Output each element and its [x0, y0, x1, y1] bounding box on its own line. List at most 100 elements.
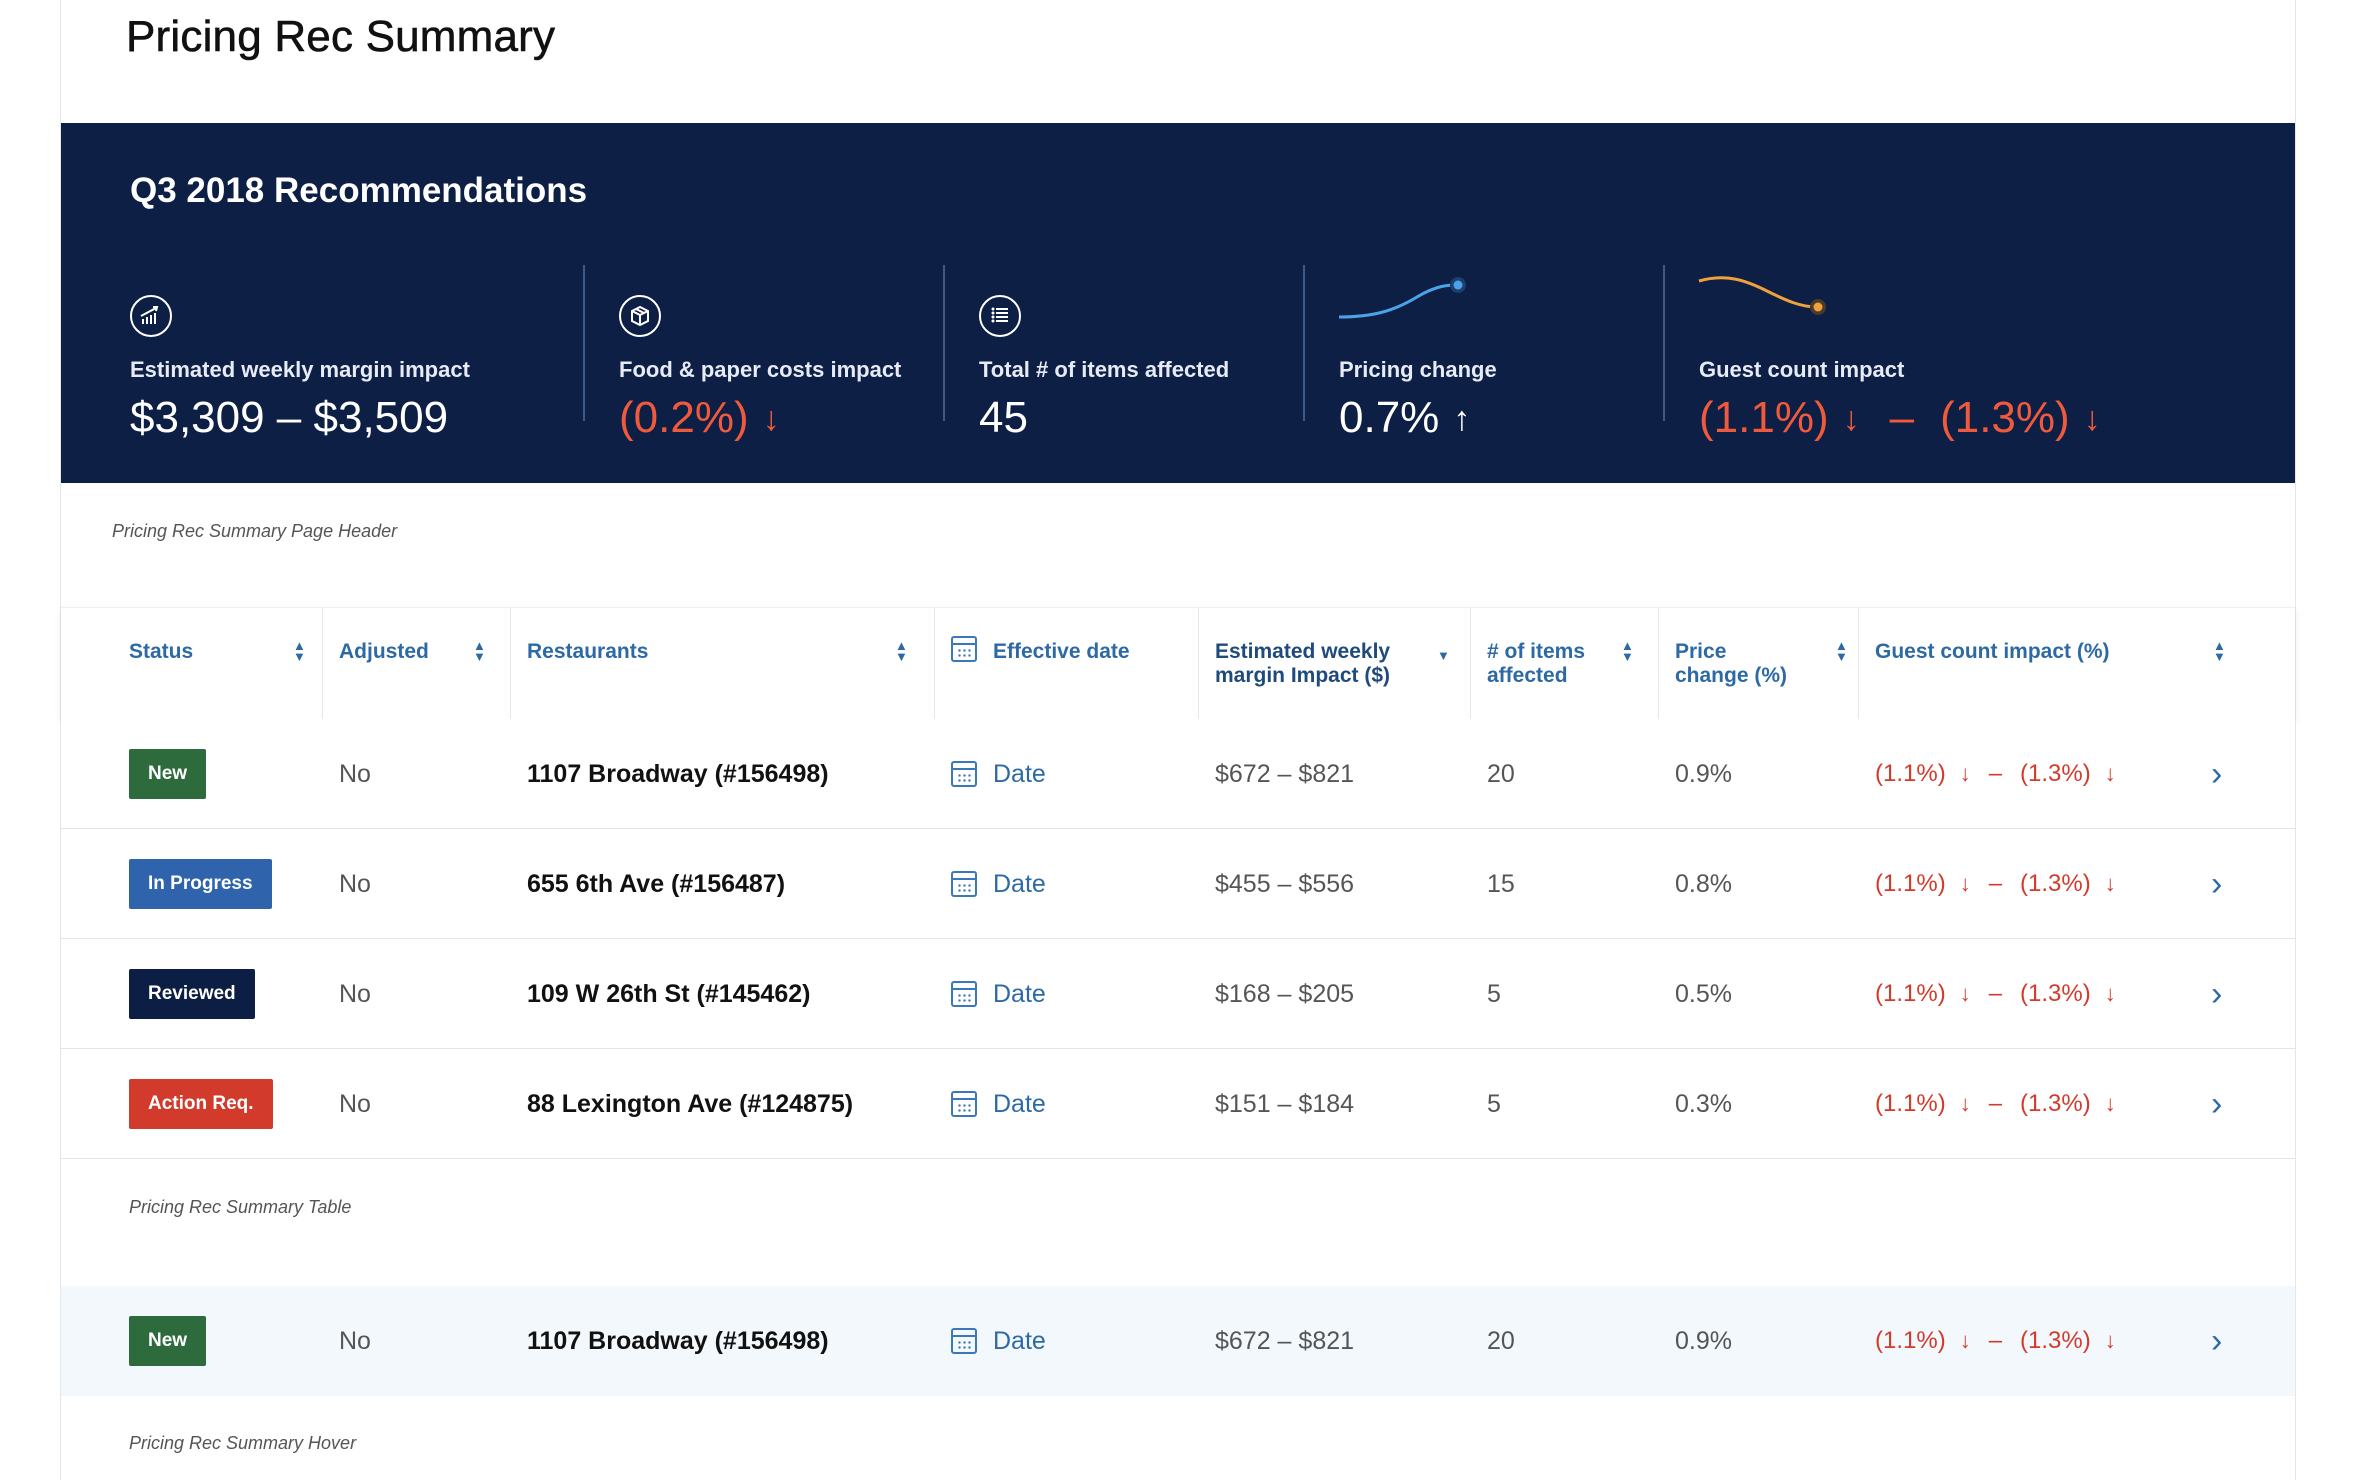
sort-icon[interactable]: ▲ ▼	[1621, 638, 1634, 664]
column-price-change[interactable]: Price change (%) ▲ ▼	[1659, 608, 1859, 720]
recommendations-header: Q3 2018 Recommendations Estimated weekly…	[61, 123, 2295, 483]
column-label-line: affected	[1487, 664, 1568, 687]
down-arrow-icon: ↓	[1842, 400, 1860, 438]
adjusted-cell: No	[339, 1089, 371, 1118]
recommendations-title: Q3 2018 Recommendations	[130, 171, 588, 210]
metric-items-affected: Total # of items affected 45	[943, 265, 1283, 442]
metric-value: (0.2%) ↓	[619, 393, 780, 443]
date-link[interactable]: Date	[993, 1326, 1046, 1355]
metric-pricing-change: Pricing change 0.7% ↑	[1303, 265, 1643, 442]
caption-header: Pricing Rec Summary Page Header	[112, 521, 398, 541]
metric-value-high: (1.3%)	[1940, 393, 2070, 442]
column-restaurants[interactable]: Restaurants ▲ ▼	[511, 608, 935, 720]
margin-impact-cell: $672 – $821	[1215, 1326, 1355, 1355]
margin-impact-cell: $168 – $205	[1215, 979, 1355, 1008]
date-link[interactable]: Date	[993, 759, 1046, 788]
column-label-line: Estimated weekly	[1215, 640, 1391, 663]
table-row[interactable]: New No 1107 Broadway (#156498) Date $672…	[61, 719, 2295, 829]
margin-impact-cell: $672 – $821	[1215, 759, 1355, 788]
gci-low: (1.1%)	[1875, 870, 1946, 897]
sort-desc-icon[interactable]: ▼	[1437, 648, 1450, 663]
column-label: Adjusted	[339, 640, 429, 663]
price-change-cell: 0.9%	[1675, 1326, 1732, 1355]
metric-value: $3,309 – $3,509	[130, 393, 449, 442]
range-dash: –	[1988, 870, 2003, 897]
page-title: Pricing Rec Summary	[126, 12, 556, 62]
metric-label: Pricing change	[1339, 357, 1497, 382]
date-link[interactable]: Date	[993, 1089, 1046, 1118]
adjusted-cell: No	[339, 869, 371, 898]
table-row-hover[interactable]: New No 1107 Broadway (#156498) Date $672…	[61, 1286, 2295, 1396]
gci-high: (1.3%)	[2020, 1090, 2091, 1117]
down-arrow-icon: ↓	[1959, 761, 1971, 786]
guest-count-impact-cell: (1.1%) ↓ – (1.3%) ↓	[1875, 829, 2134, 939]
metric-value: 0.7% ↑	[1339, 393, 1470, 443]
column-items-affected[interactable]: # of items affected ▲ ▼	[1471, 608, 1659, 720]
column-status[interactable]: Status ▲ ▼	[61, 608, 323, 720]
margin-impact-cell: $151 – $184	[1215, 1089, 1355, 1118]
column-divider	[510, 608, 511, 720]
column-divider	[1858, 608, 1859, 720]
restaurant-cell: 1107 Broadway (#156498)	[527, 759, 829, 788]
list-icon	[979, 295, 1021, 337]
date-link[interactable]: Date	[993, 869, 1046, 898]
column-guest-count-impact[interactable]: Guest count impact (%) ▲ ▼	[1859, 608, 2295, 720]
guest-count-impact-cell: (1.1%) ↓ – (1.3%) ↓	[1875, 1049, 2134, 1159]
metric-margin-impact: Estimated weekly margin impact $3,309 – …	[130, 265, 550, 442]
metric-label: Food & paper costs impact	[619, 357, 902, 382]
down-arrow-icon: ↓	[1959, 1091, 1971, 1116]
metric-divider	[583, 265, 585, 421]
guest-count-impact-cell: (1.1%) ↓ – (1.3%) ↓	[1875, 1286, 2134, 1396]
guest-count-impact-cell: (1.1%) ↓ – (1.3%) ↓	[1875, 719, 2134, 829]
chevron-right-icon[interactable]: ›	[2211, 1321, 2223, 1360]
chevron-right-icon[interactable]: ›	[2211, 974, 2223, 1013]
chevron-right-icon[interactable]: ›	[2211, 1084, 2223, 1123]
down-arrow-icon: ↓	[2083, 400, 2101, 438]
table-row[interactable]: In Progress No 655 6th Ave (#156487) Dat…	[61, 829, 2295, 939]
price-change-cell: 0.3%	[1675, 1089, 1732, 1118]
items-affected-cell: 20	[1487, 759, 1515, 788]
status-badge: Reviewed	[129, 969, 255, 1019]
price-change-cell: 0.9%	[1675, 759, 1732, 788]
calendar-icon	[951, 981, 977, 1007]
status-badge: New	[129, 1316, 207, 1366]
down-arrow-icon: ↓	[762, 400, 780, 438]
sort-icon[interactable]: ▲ ▼	[293, 638, 306, 664]
column-label-line: change (%)	[1675, 664, 1788, 687]
effective-date-cell[interactable]: Date	[951, 939, 1046, 1049]
gci-high: (1.3%)	[2020, 980, 2091, 1007]
chevron-right-icon[interactable]: ›	[2211, 864, 2223, 903]
effective-date-cell[interactable]: Date	[951, 719, 1046, 829]
table-row[interactable]: Reviewed No 109 W 26th St (#145462) Date…	[61, 939, 2295, 1049]
status-cell: Reviewed	[129, 939, 255, 1049]
down-arrow-icon: ↓	[1959, 871, 1971, 896]
metric-divider	[1663, 265, 1665, 421]
range-dash: –	[1988, 760, 2003, 787]
sort-icon[interactable]: ▲ ▼	[473, 638, 486, 664]
down-arrow-icon: ↓	[2104, 981, 2116, 1006]
sort-icon[interactable]: ▲ ▼	[895, 638, 908, 664]
effective-date-cell[interactable]: Date	[951, 1049, 1046, 1159]
status-badge: Action Req.	[129, 1079, 273, 1129]
metric-value: (1.1%) ↓ – (1.3%) ↓	[1699, 393, 2101, 443]
caption-table: Pricing Rec Summary Table	[129, 1197, 352, 1217]
items-affected-cell: 5	[1487, 1089, 1501, 1118]
price-change-cell: 0.8%	[1675, 869, 1732, 898]
table-header: Status ▲ ▼ Adjusted ▲ ▼ Restaurants ▲ ▼ Eff…	[61, 607, 2295, 720]
column-margin-impact[interactable]: Estimated weekly margin Impact ($) ▼	[1199, 608, 1471, 720]
gci-high: (1.3%)	[2020, 870, 2091, 897]
column-divider	[934, 608, 935, 720]
table-row[interactable]: Action Req. No 88 Lexington Ave (#124875…	[61, 1049, 2295, 1159]
down-arrow-icon: ↓	[1959, 981, 1971, 1006]
range-dash: –	[1988, 1090, 2003, 1117]
column-effective-date[interactable]: Effective date	[935, 608, 1199, 720]
effective-date-cell[interactable]: Date	[951, 829, 1046, 939]
sort-icon[interactable]: ▲ ▼	[1835, 638, 1848, 664]
sort-icon[interactable]: ▲ ▼	[2213, 638, 2226, 664]
effective-date-cell[interactable]: Date	[951, 1286, 1046, 1396]
column-adjusted[interactable]: Adjusted ▲ ▼	[323, 608, 511, 720]
date-link[interactable]: Date	[993, 979, 1046, 1008]
chevron-right-icon[interactable]: ›	[2211, 754, 2223, 793]
column-label: # of items affected	[1487, 640, 1585, 688]
margin-impact-cell: $455 – $556	[1215, 869, 1355, 898]
